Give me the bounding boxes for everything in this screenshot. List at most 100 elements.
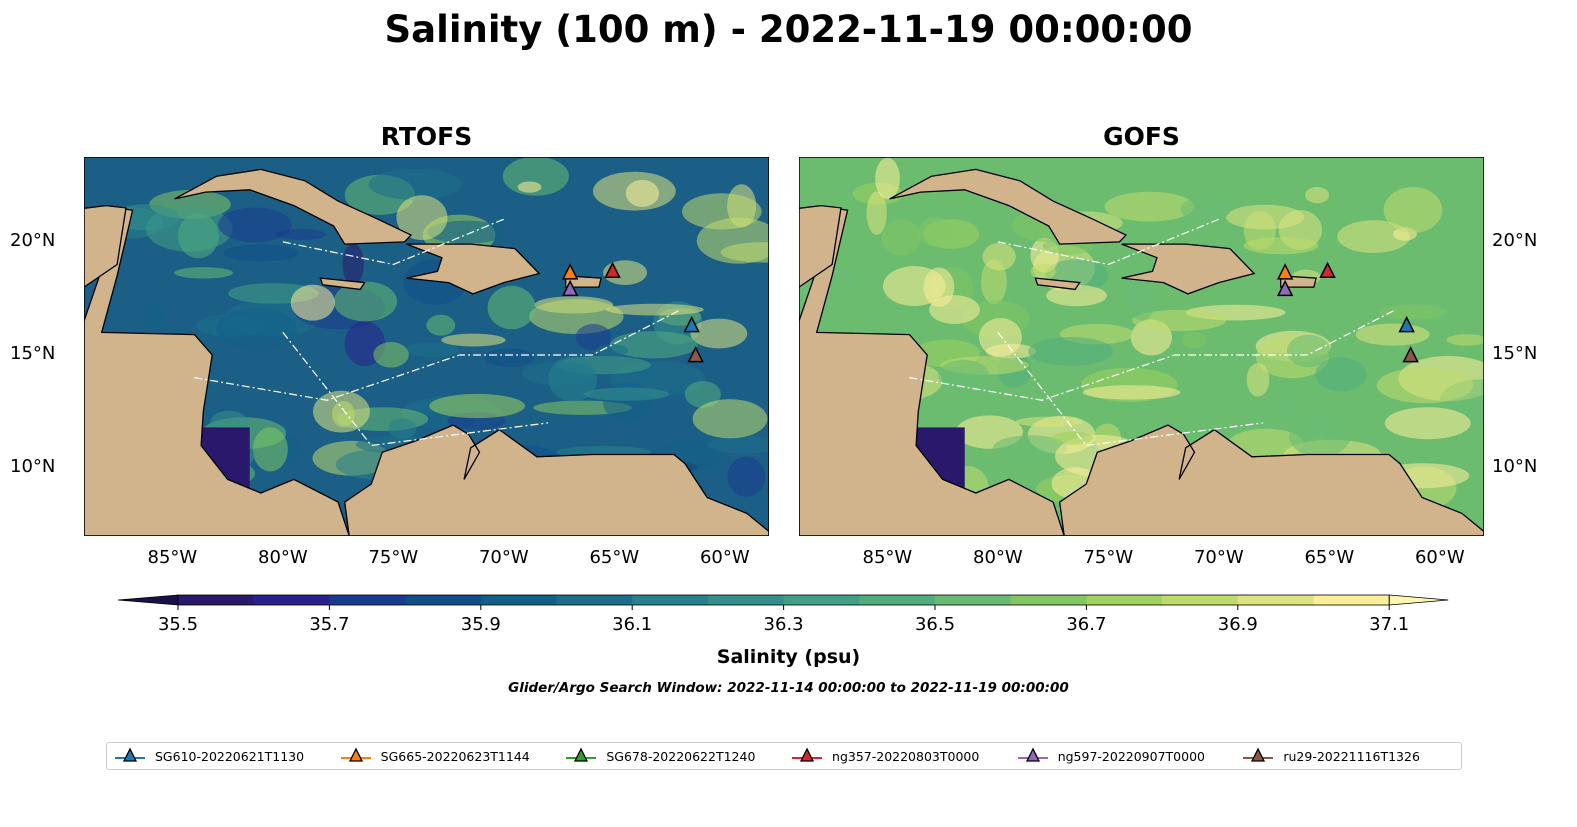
salinity-patch: [1305, 186, 1330, 204]
salinity-patch: [368, 168, 462, 200]
land-hisp: [406, 243, 541, 295]
salinity-patch: [929, 295, 980, 324]
glider-marker-5: [687, 345, 704, 363]
salinity-patch: [342, 243, 364, 285]
salinity-patch: [1289, 415, 1351, 457]
salinity-patch: [548, 356, 598, 402]
salinity-patch: [429, 393, 526, 419]
land-sa: [344, 424, 769, 536]
eez-boundary: [909, 309, 1396, 401]
eez-boundary: [997, 331, 1264, 447]
lon-tick-label: 65°W: [1304, 547, 1355, 568]
salinity-patch: [918, 217, 952, 247]
salinity-patch: [881, 219, 921, 256]
panel-title-gofs: GOFS: [1103, 122, 1180, 151]
glider-marker-3: [1319, 261, 1336, 279]
salinity-patch: [690, 318, 748, 349]
figure-title: Salinity (100 m) - 2022-11-19 00:00:00: [384, 8, 1193, 51]
lon-tick-label: 85°W: [862, 547, 913, 568]
salinity-patch: [331, 400, 355, 428]
triangle-marker-icon: [340, 747, 371, 762]
land-hisp: [1121, 243, 1256, 295]
salinity-patch: [727, 456, 766, 497]
colorbar-tick-label: 37.1: [1369, 614, 1409, 635]
salinity-patch: [1132, 309, 1227, 332]
eez-boundary: [194, 309, 681, 401]
lon-tick-label: 70°W: [1193, 547, 1244, 568]
legend-item: SG610-20220621T1130: [113, 747, 333, 765]
land-yuc: [799, 204, 842, 288]
legend-item: SG678-20220622T1240: [564, 747, 784, 765]
lon-tick-label: 75°W: [1083, 547, 1134, 568]
salinity-patch: [1104, 191, 1195, 222]
salinity-patch: [333, 281, 398, 322]
colorbar-bin: [178, 595, 255, 605]
salinity-patch: [290, 284, 335, 321]
colorbar-bin: [707, 595, 785, 605]
land-jam: [319, 277, 366, 291]
glider-marker-4: [1276, 279, 1294, 297]
lat-tick-label: 20°N: [1492, 229, 1538, 251]
salinity-patch: [373, 341, 409, 368]
legend-label: SG610-20220621T1130: [155, 748, 305, 764]
land-jam: [1034, 277, 1081, 291]
salinity-patch: [405, 342, 459, 358]
colorbar-bin: [329, 595, 406, 605]
salinity-patch: [1376, 367, 1474, 404]
salinity-patch: [1383, 186, 1443, 233]
salinity-patch: [388, 418, 417, 439]
legend-label: SG665-20220623T1144: [380, 748, 530, 764]
legend-item: ng597-20220907T0000: [1016, 747, 1236, 765]
colorbar-bin: [1237, 595, 1314, 605]
lon-tick-label: 60°W: [699, 547, 750, 568]
lat-tick-label: 10°N: [1492, 456, 1538, 478]
glider-marker-1: [561, 263, 579, 280]
lon-tick-label: 85°W: [147, 547, 198, 568]
land-cuba: [174, 168, 413, 245]
salinity-patch: [575, 324, 612, 351]
salinity-patch: [681, 193, 762, 230]
triangle-marker-icon: [1017, 747, 1048, 762]
search-window-text: Glider/Argo Search Window: 2022-11-14 00…: [508, 680, 1069, 696]
salinity-patch: [1355, 323, 1430, 346]
colorbar: 35.5 35.7 35.9 36.1 36.3 36.5 36.7 36.9 37.1: [117, 594, 1449, 635]
map-gofs: [799, 157, 1484, 536]
colorbar-bin: [556, 595, 633, 605]
salinity-patch: [1082, 385, 1181, 400]
salinity-patch: [1278, 379, 1300, 421]
salinity-patch: [487, 285, 536, 330]
salinity-patch: [441, 333, 506, 347]
colorbar-extend-high: [1388, 594, 1449, 606]
legend-item: SG665-20220623T1144: [339, 747, 559, 765]
salinity-patch: [1181, 332, 1207, 349]
glider-marker-0: [1398, 315, 1415, 333]
salinity-patch: [1180, 196, 1231, 223]
legend-label: ru29-20221116T1326: [1283, 748, 1420, 764]
salinity-patch: [609, 331, 698, 359]
legend-item: ru29-20221116T1326: [1241, 747, 1461, 765]
salinity-patch: [595, 344, 629, 357]
salinity-patch: [706, 436, 769, 454]
salinity-patch: [1379, 304, 1447, 320]
eez-boundary: [282, 218, 505, 266]
colorbar-tick-label: 35.7: [309, 614, 349, 635]
salinity-patch: [252, 427, 288, 472]
salinity-patch: [529, 299, 624, 334]
salinity-patch: [866, 191, 887, 235]
salinity-patch: [174, 267, 234, 279]
panel-title-rtofs: RTOFS: [380, 122, 473, 151]
eez-boundary: [282, 331, 549, 447]
salinity-patch: [1446, 334, 1484, 346]
triangle-marker-icon: [792, 747, 823, 762]
colorbar-tick-label: 36.3: [764, 614, 804, 635]
colorbar-bin: [859, 595, 936, 605]
colorbar-tick-label: 36.9: [1218, 614, 1258, 635]
salinity-patch: [1030, 263, 1056, 280]
colorbar-extend-low: [117, 594, 179, 606]
salinity-patch: [875, 157, 900, 200]
salinity-patch: [223, 244, 299, 262]
salinity-patch: [1046, 284, 1107, 307]
glider-marker-5: [1402, 345, 1419, 363]
salinity-patch: [1337, 220, 1410, 253]
